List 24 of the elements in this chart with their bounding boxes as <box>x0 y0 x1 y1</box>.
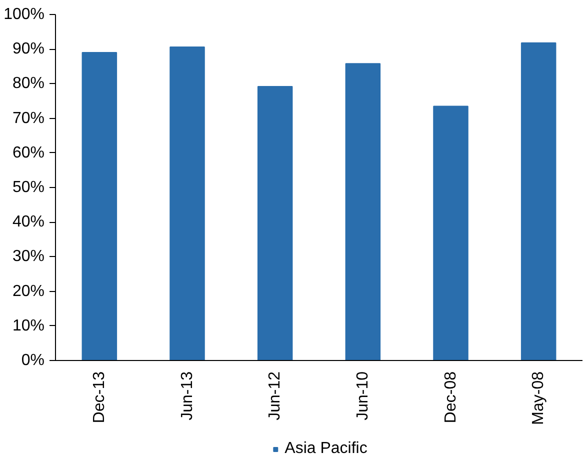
y-tick-label: 50% <box>12 179 45 196</box>
bar <box>345 63 381 360</box>
y-tick-label: 0% <box>21 352 44 369</box>
bar <box>520 42 556 360</box>
bar <box>82 52 118 360</box>
bar <box>257 86 293 360</box>
x-tick-label: Jun-12 <box>266 371 284 420</box>
x-tick-label: May-08 <box>530 371 548 425</box>
bar <box>170 46 205 360</box>
y-tick-label: 80% <box>12 75 45 92</box>
x-tick-label: Dec-13 <box>90 371 108 424</box>
y-tick-label: 40% <box>12 214 45 231</box>
y-tick-label: 100% <box>4 6 44 23</box>
bar <box>433 106 468 360</box>
y-tick-label: 10% <box>12 317 45 334</box>
y-tick-label: 60% <box>12 144 45 162</box>
y-tick-label: 30% <box>12 248 45 266</box>
legend-label: Asia Pacific <box>284 440 368 458</box>
y-tick-label: 20% <box>12 282 45 300</box>
x-tick-label: Dec-08 <box>442 371 460 424</box>
y-tick-label: 70% <box>12 110 45 127</box>
x-tick-label: Jun-10 <box>354 371 372 420</box>
x-tick-label: Jun-13 <box>178 371 196 420</box>
y-tick-label: 90% <box>12 40 45 58</box>
